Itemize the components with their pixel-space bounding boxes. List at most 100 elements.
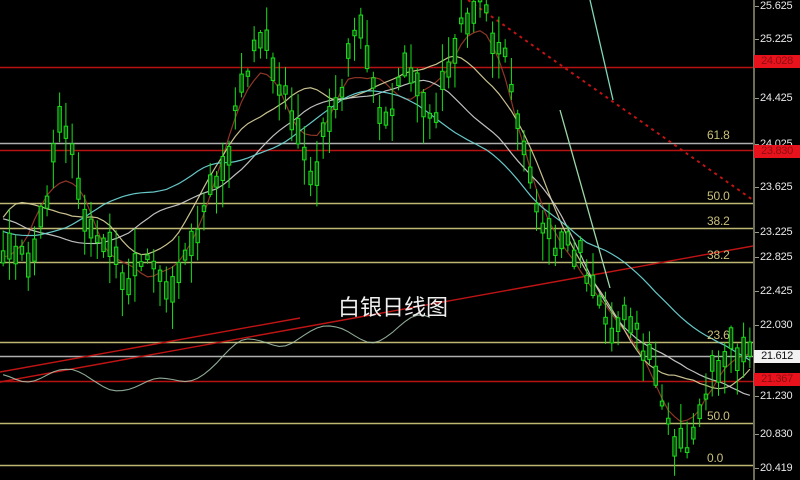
trendline-ascending-support[interactable]	[0, 245, 753, 383]
candle-body[interactable]	[295, 118, 301, 145]
candle-body[interactable]	[358, 14, 364, 39]
candle-body[interactable]	[314, 161, 320, 186]
candle-body[interactable]	[176, 261, 182, 284]
candle-body[interactable]	[515, 113, 520, 129]
candle-body[interactable]	[747, 341, 753, 357]
candle-body[interactable]	[270, 57, 276, 81]
candle-body[interactable]	[678, 427, 684, 449]
candle-body[interactable]	[622, 304, 627, 321]
candle-body[interactable]	[145, 254, 150, 261]
candle-body[interactable]	[578, 240, 583, 253]
candle-body[interactable]	[69, 143, 75, 155]
candle-body[interactable]	[634, 322, 640, 330]
candle-body[interactable]	[691, 426, 696, 440]
candle-body[interactable]	[302, 146, 307, 161]
candle-body[interactable]	[666, 417, 671, 425]
candle-body[interactable]	[553, 247, 558, 256]
candle-body[interactable]	[427, 112, 433, 119]
candle-body[interactable]	[308, 170, 313, 186]
candle-body[interactable]	[26, 252, 31, 278]
candle-body[interactable]	[132, 253, 138, 277]
candle-body[interactable]	[264, 29, 269, 51]
candle-body[interactable]	[151, 260, 156, 270]
candle-body[interactable]	[584, 274, 589, 284]
candle-body[interactable]	[164, 281, 169, 300]
candle-body[interactable]	[95, 235, 100, 244]
price-highlight-chip-red-3[interactable]: 21.367	[754, 373, 800, 386]
candle-body[interactable]	[113, 246, 119, 265]
candle-body[interactable]	[101, 237, 106, 253]
candle-body[interactable]	[289, 110, 295, 131]
candle-body[interactable]	[415, 72, 420, 97]
candle-body[interactable]	[44, 195, 50, 209]
candle-body[interactable]	[684, 447, 690, 453]
candle-body[interactable]	[709, 354, 715, 372]
candle-body[interactable]	[327, 106, 332, 132]
candle-body[interactable]	[76, 177, 81, 200]
candle-body[interactable]	[233, 105, 238, 112]
candle-body[interactable]	[741, 336, 746, 363]
candle-body[interactable]	[659, 400, 665, 407]
candle-body[interactable]	[421, 92, 426, 118]
candle-body[interactable]	[333, 97, 338, 111]
candle-body[interactable]	[722, 351, 727, 368]
candle-body[interactable]	[452, 37, 458, 64]
candle-body[interactable]	[465, 12, 470, 35]
candle-body[interactable]	[571, 249, 577, 267]
candle-body[interactable]	[201, 205, 207, 213]
candle-body[interactable]	[590, 274, 596, 297]
candle-body[interactable]	[728, 327, 734, 350]
candle-body[interactable]	[471, 0, 476, 24]
candle-body[interactable]	[220, 156, 225, 181]
candle-body[interactable]	[239, 73, 244, 93]
candle-body[interactable]	[182, 249, 188, 261]
trendline-descending-resistance[interactable]	[467, 0, 753, 201]
candle-body[interactable]	[440, 70, 445, 90]
candle-body[interactable]	[496, 42, 502, 55]
candle-body[interactable]	[521, 140, 527, 156]
candle-body[interactable]	[346, 43, 351, 59]
candle-body[interactable]	[546, 218, 552, 240]
candle-body[interactable]	[534, 203, 539, 213]
candle-body[interactable]	[502, 47, 508, 58]
candle-body[interactable]	[38, 205, 44, 228]
candle-body[interactable]	[396, 76, 401, 87]
candle-body[interactable]	[484, 4, 489, 14]
candle-body[interactable]	[226, 145, 232, 166]
candle-body[interactable]	[402, 52, 407, 77]
candle-body[interactable]	[63, 125, 69, 139]
candle-body[interactable]	[258, 32, 263, 49]
candle-body[interactable]	[697, 404, 702, 420]
candle-body[interactable]	[189, 230, 194, 257]
candle-body[interactable]	[458, 17, 464, 25]
plot-area[interactable]: 白银日线图 61.8 50.0 38.2 38.2 23.6 50.0 0.0	[0, 0, 753, 480]
candlestick-series[interactable]	[0, 0, 753, 476]
candle-body[interactable]	[371, 77, 376, 89]
candle-body[interactable]	[352, 29, 357, 37]
candle-body[interactable]	[477, 0, 483, 3]
candle-body[interactable]	[207, 174, 213, 195]
candle-body[interactable]	[13, 245, 18, 265]
candle-body[interactable]	[509, 83, 514, 93]
drawing-line-descending-b[interactable]	[559, 109, 611, 289]
candle-body[interactable]	[408, 67, 414, 84]
candle-body[interactable]	[609, 327, 615, 344]
candle-body[interactable]	[170, 276, 175, 303]
candle-body[interactable]	[647, 343, 652, 360]
candle-body[interactable]	[245, 70, 251, 77]
candle-body[interactable]	[528, 166, 533, 184]
candle-body[interactable]	[565, 231, 571, 246]
candle-body[interactable]	[320, 122, 326, 137]
candle-body[interactable]	[615, 317, 621, 332]
candle-body[interactable]	[214, 175, 219, 188]
candle-body[interactable]	[157, 269, 163, 282]
candle-body[interactable]	[735, 347, 740, 371]
price-highlight-chip-red-1[interactable]: 23.830	[754, 145, 800, 158]
candle-body[interactable]	[32, 238, 37, 262]
drawing-line-descending-a[interactable]	[589, 0, 614, 101]
price-axis[interactable]: 25.625 25.225 24.425 24.025 23.625 23.225 22.8…	[753, 0, 800, 480]
candle-body[interactable]	[597, 295, 602, 306]
candle-body[interactable]	[628, 316, 633, 334]
candle-body[interactable]	[433, 112, 439, 123]
candle-body[interactable]	[640, 350, 646, 361]
